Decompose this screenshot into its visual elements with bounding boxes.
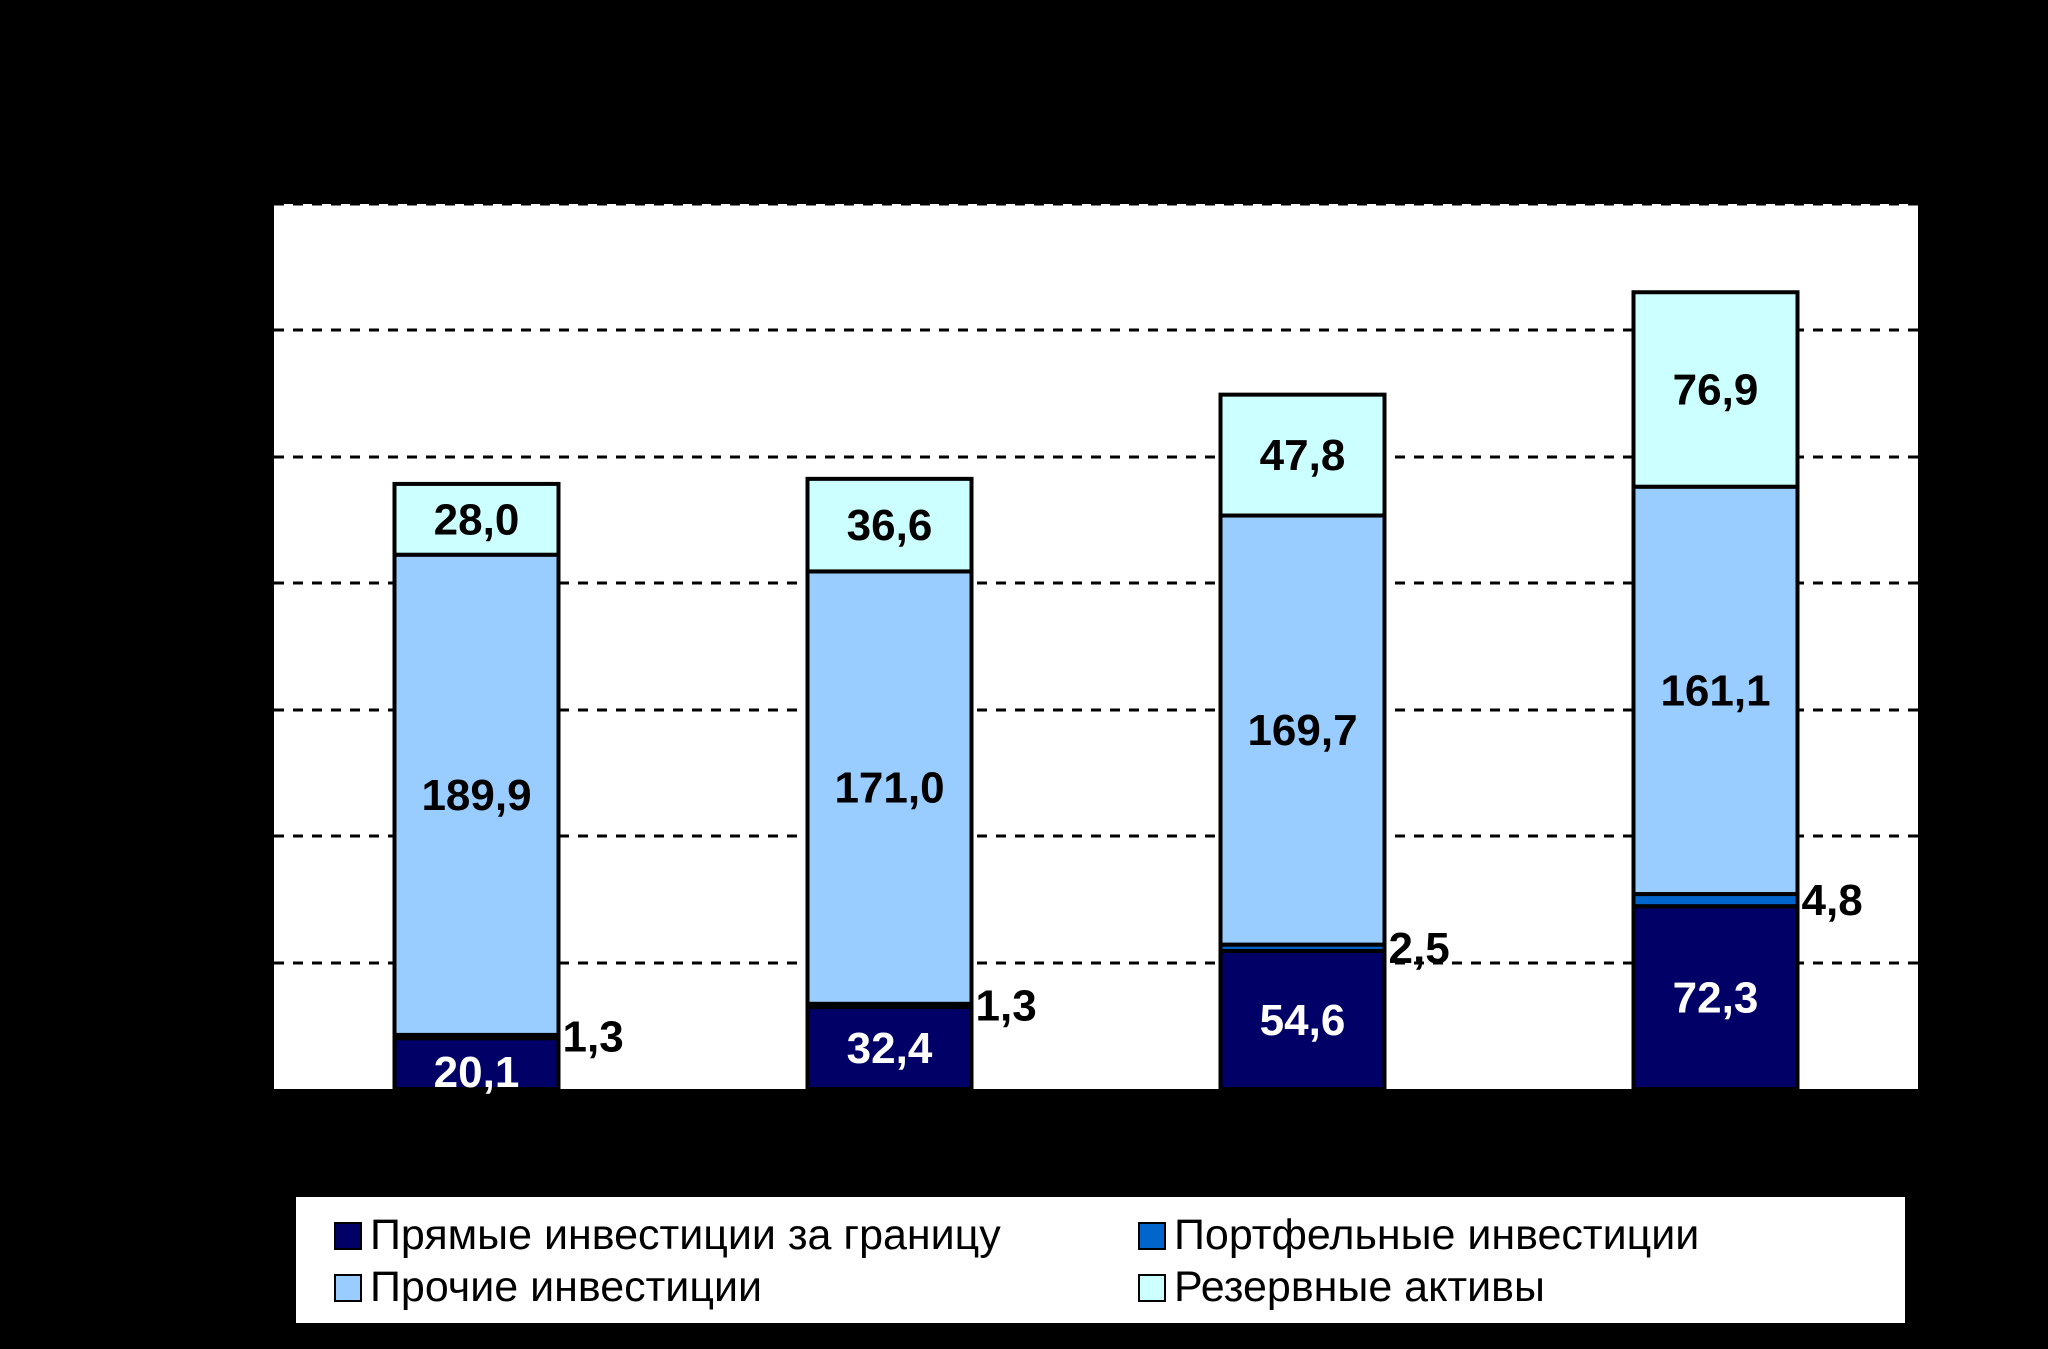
legend-item-portfolio-investment: Портфельные инвестиции [1138,1211,1699,1260]
bar-stack-1: 20,1 1,3 189,9 28,0 [392,481,624,1097]
legend-item-other-investment: Прочие инвестиции [334,1263,762,1312]
bar-reserve-1 [392,481,561,557]
bar-reserve-4 [1631,290,1800,489]
legend-item-direct-investment: Прямые инвестиции за границу [334,1211,1001,1260]
data-label-direct-4: 72,3 [1673,974,1759,1023]
data-label-portfolio-1: 1,3 [563,1013,624,1062]
legend-swatch-direct-investment [334,1221,362,1250]
data-label-other-3: 169,7 [1247,706,1357,755]
legend-label-direct-investment: Прямые инвестиции за границу [370,1211,1001,1259]
bar-direct-3 [1218,948,1387,1091]
bar-reserve-3 [1218,392,1387,518]
bar-stack-4: 72,3 4,8 161,1 76,9 [1631,290,1863,1091]
legend-label-portfolio-investment: Портфельные инвестиции [1174,1211,1700,1259]
bar-reserve-2 [805,476,974,574]
legend-label-other-investment: Прочие инвестиции [370,1263,762,1311]
legend-label-reserve-assets: Резервные активы [1174,1263,1545,1311]
data-label-reserve-2: 36,6 [847,501,933,550]
bar-other-1 [392,552,561,1037]
data-label-other-4: 161,1 [1660,666,1770,715]
data-label-direct-1: 20,1 [434,1048,520,1097]
data-label-other-1: 189,9 [421,771,531,820]
bar-stack-3: 54,6 2,5 169,7 47,8 [1218,392,1450,1091]
bar-direct-4 [1631,904,1800,1091]
data-label-reserve-3: 47,8 [1260,431,1346,480]
data-label-reserve-1: 28,0 [434,495,520,544]
bar-other-2 [805,569,974,1006]
legend: Прямые инвестиции за границу Портфельные… [296,1197,1905,1323]
legend-swatch-portfolio-investment [1138,1221,1166,1250]
data-label-direct-2: 32,4 [847,1024,933,1073]
bar-other-3 [1218,513,1387,947]
data-label-reserve-4: 76,9 [1673,365,1759,414]
bar-other-4 [1631,484,1800,897]
data-label-other-2: 171,0 [834,764,944,813]
bars: 20,1 1,3 189,9 28,0 32,4 1,3 171,0 36,6 54,6 2,5 1… [392,290,1863,1097]
legend-swatch-other-investment [334,1273,362,1302]
data-label-portfolio-2: 1,3 [976,981,1037,1030]
data-label-direct-3: 54,6 [1260,996,1346,1045]
legend-swatch-reserve-assets [1138,1273,1166,1302]
bar-direct-2 [805,1005,974,1091]
data-label-portfolio-3: 2,5 [1389,924,1450,973]
bar-stack-2: 32,4 1,3 171,0 36,6 [805,476,1037,1091]
data-label-portfolio-4: 4,8 [1802,876,1863,925]
legend-item-reserve-assets: Резервные активы [1138,1263,1545,1312]
